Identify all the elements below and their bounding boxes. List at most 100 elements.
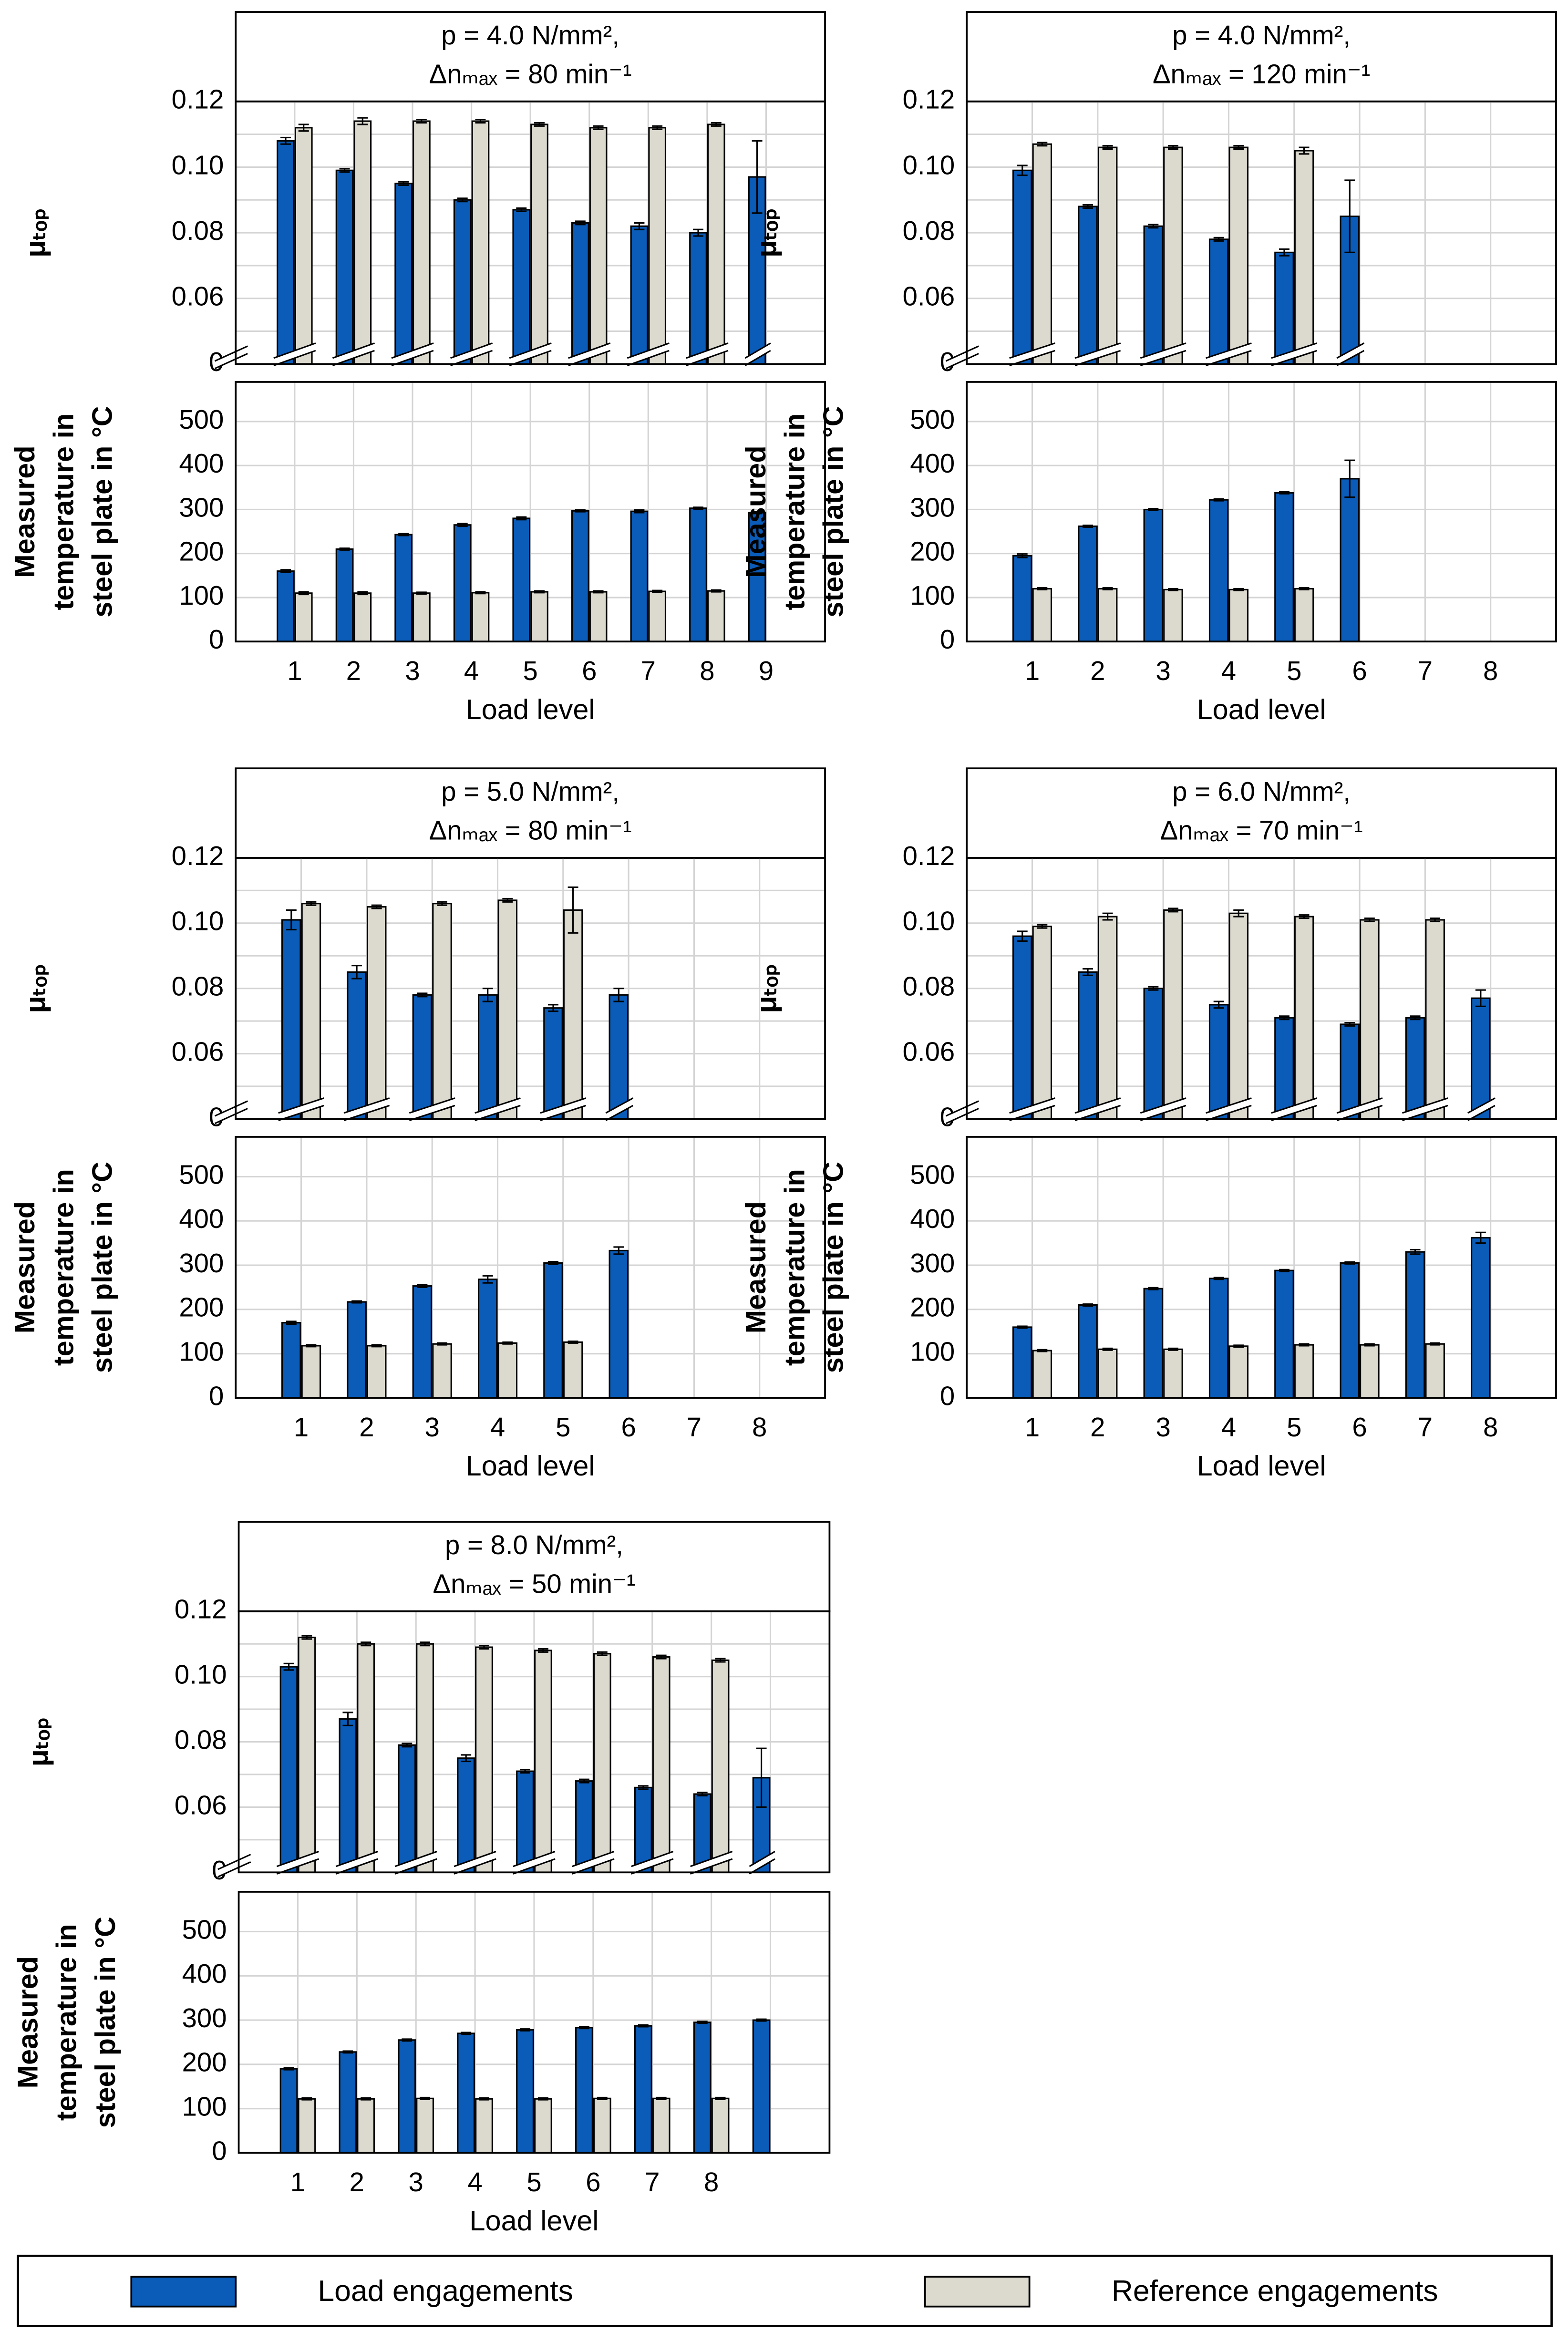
bar xyxy=(453,524,472,642)
x-axis-label: Load level xyxy=(466,693,595,725)
bar xyxy=(1274,492,1294,642)
bar xyxy=(648,127,667,365)
bar xyxy=(1078,971,1098,1120)
axis-break xyxy=(1140,1104,1186,1122)
bar xyxy=(630,225,649,365)
bar xyxy=(534,1650,552,1873)
axis-break xyxy=(1140,1097,1186,1114)
y-tick-label: 0 xyxy=(940,624,955,654)
axis-break xyxy=(627,342,670,359)
bar xyxy=(1294,916,1314,1120)
y-tick-label: 500 xyxy=(179,404,224,434)
chart-title: Δnₘₐₓ = 80 min⁻¹ xyxy=(429,59,632,89)
bar xyxy=(398,1744,416,1873)
y-tick-label: 0.08 xyxy=(903,971,955,1001)
axis-break xyxy=(475,1104,521,1122)
bar xyxy=(1471,1237,1491,1399)
bar xyxy=(1163,146,1183,365)
axis-break xyxy=(1206,342,1252,359)
y-tick-label: 0 xyxy=(209,624,224,654)
x-tick-label: 7 xyxy=(645,2167,660,2197)
bar xyxy=(1012,1326,1032,1399)
axis-break xyxy=(540,1097,587,1114)
x-tick-label: 8 xyxy=(1483,656,1498,686)
bar xyxy=(1228,912,1249,1120)
bar xyxy=(477,1279,498,1399)
x-tick-label: 6 xyxy=(586,2167,600,2197)
x-tick-label: 4 xyxy=(490,1412,505,1442)
x-tick-label: 4 xyxy=(1221,1412,1236,1442)
bar xyxy=(563,1341,583,1399)
x-tick-label: 5 xyxy=(1287,656,1301,686)
bar xyxy=(634,1786,652,1873)
y-tick-label: 0.08 xyxy=(172,971,224,1001)
x-tick-label: 7 xyxy=(641,656,656,686)
y-tick-label: 100 xyxy=(910,580,955,610)
y-axis-label: μₜₒₚ xyxy=(22,1717,54,1767)
y-tick-label: 0.08 xyxy=(903,216,955,246)
bar xyxy=(630,510,649,642)
x-tick-label: 5 xyxy=(556,1412,570,1442)
y-tick-label: 400 xyxy=(182,1959,227,1989)
bar xyxy=(693,2022,712,2154)
bar xyxy=(366,906,387,1120)
bar xyxy=(1228,588,1249,642)
bar xyxy=(353,592,372,642)
x-tick-label: 5 xyxy=(1287,1412,1301,1442)
bar xyxy=(593,1653,611,1873)
x-tick-label: 7 xyxy=(1418,1412,1433,1442)
bar xyxy=(1208,1004,1229,1120)
axis-break xyxy=(475,1097,521,1114)
bar xyxy=(1143,988,1164,1120)
axis-break xyxy=(1336,350,1365,366)
x-tick-label: 2 xyxy=(1090,1412,1105,1442)
x-tick-label: 3 xyxy=(1155,1412,1170,1442)
bar xyxy=(457,1757,475,1873)
axis-break xyxy=(394,1851,437,1867)
y-axis-label: μₜₒₚ xyxy=(19,208,51,258)
axis-break xyxy=(1467,1097,1496,1114)
axis-break xyxy=(1009,1097,1055,1114)
y-tick-label: 0.12 xyxy=(175,1594,227,1624)
axis-break xyxy=(217,1854,251,1877)
axis-break xyxy=(946,1101,979,1124)
axis-break xyxy=(631,1851,673,1874)
axis-break xyxy=(744,342,771,359)
x-tick-label: 2 xyxy=(1090,656,1105,686)
bar xyxy=(711,1659,730,1873)
axis-break xyxy=(1337,1098,1382,1121)
axis-break xyxy=(606,1098,633,1121)
axis-break xyxy=(1206,1098,1252,1121)
bar xyxy=(394,183,413,365)
bar xyxy=(394,534,413,642)
y-tick-label: 500 xyxy=(910,1159,955,1189)
chart-title: p = 4.0 N/mm², xyxy=(1172,20,1351,50)
axis-break xyxy=(627,350,670,366)
bar xyxy=(1425,919,1445,1120)
y-tick-label: 400 xyxy=(179,1204,224,1234)
bar xyxy=(1471,997,1491,1120)
bar xyxy=(512,517,531,642)
axis-break xyxy=(1206,350,1252,366)
y-tick-label: 0.06 xyxy=(172,1036,224,1066)
y-tick-label: 400 xyxy=(179,448,224,478)
y-tick-label: 300 xyxy=(179,492,224,522)
bar xyxy=(512,209,531,365)
bar xyxy=(634,2025,652,2154)
axis-break xyxy=(1402,1098,1448,1121)
bar xyxy=(1078,1304,1098,1399)
bar xyxy=(298,1636,316,1873)
axis-break xyxy=(454,1851,496,1874)
axis-break xyxy=(343,1104,390,1122)
x-tick-label: 2 xyxy=(350,2167,364,2197)
bar xyxy=(1294,150,1314,365)
y-tick-label: 0.12 xyxy=(172,841,224,871)
x-tick-label: 5 xyxy=(523,656,538,686)
bar xyxy=(412,994,433,1120)
axis-break xyxy=(409,1097,455,1114)
axis-break xyxy=(686,343,728,366)
plot-frame xyxy=(237,1610,831,1874)
y-axis-label: steel plate in °C xyxy=(817,406,849,617)
y-axis-label: μₜₒₚ xyxy=(750,208,782,258)
axis-break xyxy=(335,1851,378,1867)
